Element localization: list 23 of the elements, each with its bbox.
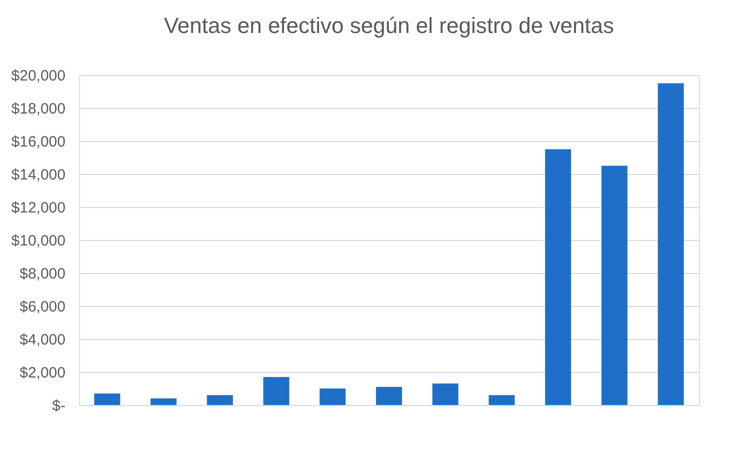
chart-title: Ventas en efectivo según el registro de ventas (164, 13, 614, 38)
bar (206, 395, 233, 405)
y-tick-label: $10,000 (11, 232, 66, 250)
bar (601, 166, 628, 405)
y-tick-label: $4,000 (20, 332, 66, 348)
bar (376, 386, 402, 405)
y-tick-label: $- (52, 398, 66, 414)
bar (263, 376, 290, 405)
y-tick-label: $12,000 (11, 200, 66, 216)
y-tick-label: $6,000 (20, 298, 66, 316)
y-tick-label: $16,000 (11, 134, 66, 150)
y-tick-label: $8,000 (20, 266, 66, 282)
y-tick-label: $18,000 (11, 100, 66, 118)
bar (488, 395, 515, 405)
bar (94, 393, 120, 405)
y-tick-label: $20,000 (11, 68, 66, 84)
bar (658, 83, 684, 405)
bar (545, 149, 572, 405)
y-tick-label: $14,000 (11, 166, 66, 184)
bar (432, 384, 458, 405)
bar (320, 388, 346, 405)
bar (150, 398, 177, 405)
y-tick-label: $2,000 (20, 364, 66, 382)
